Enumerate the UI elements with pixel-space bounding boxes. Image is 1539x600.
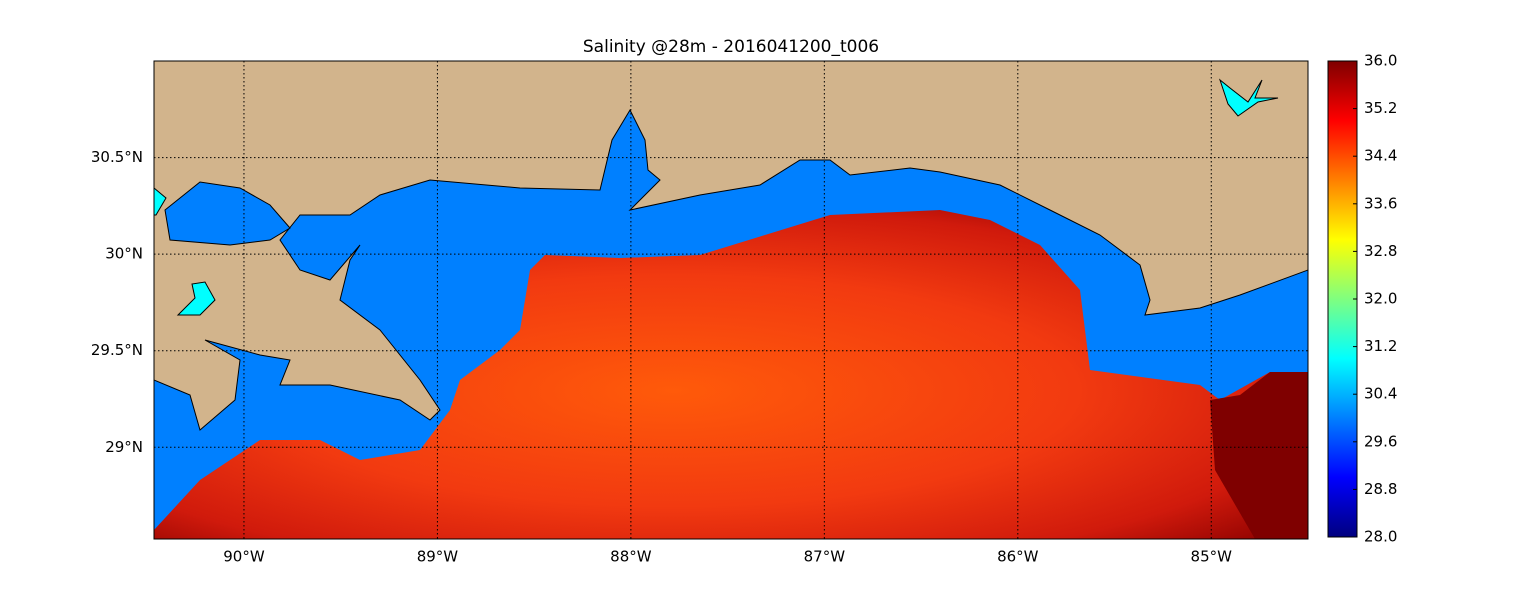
lake bbox=[176, 281, 216, 316]
colorbar-tick-label: 28.8 bbox=[1364, 480, 1397, 498]
colorbar-tick-label: 30.4 bbox=[1364, 385, 1397, 403]
map-title: Salinity @28m - 2016041200_t006 bbox=[583, 37, 879, 57]
colorbar-tick-label: 32.8 bbox=[1364, 242, 1397, 260]
colorbar-tick-label: 33.6 bbox=[1364, 194, 1397, 212]
grid bbox=[154, 61, 1308, 539]
map-area bbox=[154, 61, 1308, 539]
lake bbox=[164, 181, 291, 246]
y-tick-label: 30°N bbox=[105, 245, 143, 263]
x-tick-label: 88°W bbox=[610, 548, 652, 566]
y-tick-label: 30.5°N bbox=[91, 148, 143, 166]
x-tick-label: 90°W bbox=[223, 548, 265, 566]
colorbar-tick-label: 35.2 bbox=[1364, 99, 1397, 117]
y-tick-label: 29.5°N bbox=[91, 341, 143, 359]
y-tick-label: 29°N bbox=[105, 438, 143, 456]
colorbar-tick-label: 31.2 bbox=[1364, 337, 1397, 355]
x-tick-label: 86°W bbox=[997, 548, 1039, 566]
map-frame bbox=[153, 60, 1309, 540]
x-tick-label: 89°W bbox=[417, 548, 459, 566]
lake bbox=[1218, 78, 1279, 117]
x-tick-label: 87°W bbox=[804, 548, 846, 566]
lake bbox=[154, 187, 167, 216]
colorbar-tick-label: 36.0 bbox=[1364, 52, 1397, 70]
colorbar-tick-label: 32.0 bbox=[1364, 290, 1397, 308]
colorbar bbox=[1327, 60, 1358, 538]
colorbar-tick-label: 34.4 bbox=[1364, 147, 1397, 165]
salinity-field bbox=[154, 210, 1308, 539]
colorbar-tick-label: 28.0 bbox=[1364, 528, 1397, 546]
salinity-field bbox=[1210, 372, 1308, 539]
x-tick-label: 85°W bbox=[1191, 548, 1233, 566]
labels: 90°W 89°W 88°W 87°W 86°W 85°W 29°N 29.5°N 30°N 30… bbox=[91, 52, 1398, 566]
colorbar-tick-label: 29.6 bbox=[1364, 432, 1397, 450]
